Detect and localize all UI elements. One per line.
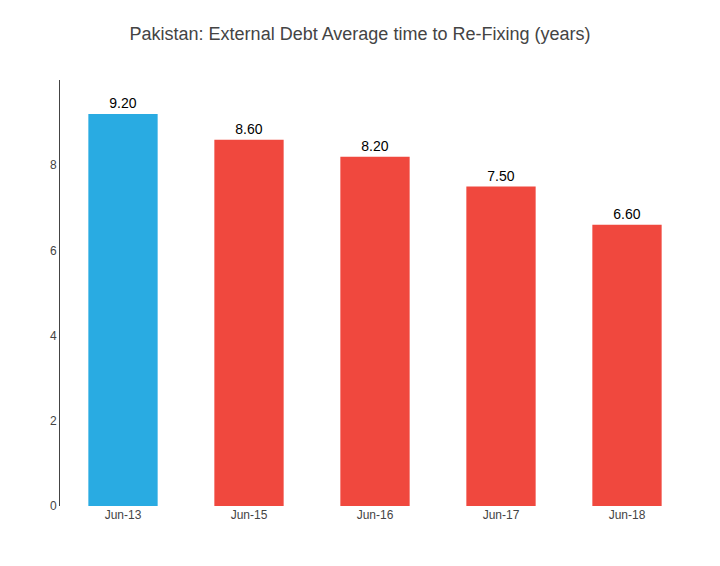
svg-text:Jun-13: Jun-13	[105, 508, 142, 522]
svg-text:4: 4	[50, 329, 57, 343]
svg-text:6: 6	[50, 244, 57, 258]
svg-text:8.20: 8.20	[361, 138, 388, 154]
svg-text:Jun-15: Jun-15	[231, 508, 268, 522]
svg-text:7.50: 7.50	[487, 168, 514, 184]
svg-text:Jun-18: Jun-18	[609, 508, 646, 522]
svg-text:8.60: 8.60	[235, 121, 262, 137]
svg-text:6.60: 6.60	[613, 206, 640, 222]
svg-text:Jun-17: Jun-17	[483, 508, 520, 522]
svg-text:0: 0	[50, 499, 57, 513]
svg-text:8: 8	[50, 158, 57, 172]
svg-text:Pakistan: External Debt Averag: Pakistan: External Debt Average time to …	[130, 24, 591, 44]
svg-text:2: 2	[50, 414, 57, 428]
svg-text:9.20: 9.20	[109, 95, 136, 111]
svg-text:Jun-16: Jun-16	[357, 508, 394, 522]
